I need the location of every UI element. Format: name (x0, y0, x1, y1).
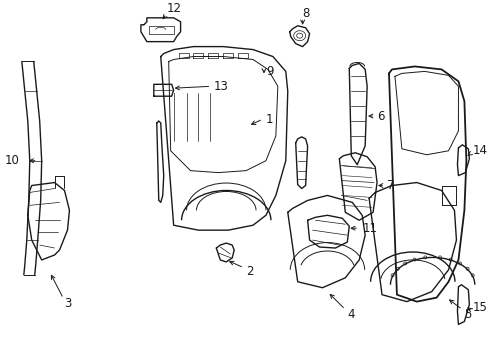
Text: 2: 2 (245, 265, 253, 278)
Text: 13: 13 (213, 80, 228, 93)
Text: 12: 12 (166, 3, 182, 15)
Text: 3: 3 (64, 297, 72, 310)
Text: 9: 9 (265, 65, 273, 78)
Text: 15: 15 (471, 301, 486, 314)
Text: 11: 11 (362, 222, 376, 235)
Text: 7: 7 (386, 179, 394, 192)
Text: 1: 1 (265, 113, 273, 126)
Text: 10: 10 (5, 154, 20, 167)
Text: 8: 8 (302, 7, 309, 21)
Text: 4: 4 (346, 308, 354, 321)
Text: 14: 14 (471, 144, 487, 157)
Text: 5: 5 (464, 308, 471, 321)
Text: 6: 6 (376, 109, 384, 122)
